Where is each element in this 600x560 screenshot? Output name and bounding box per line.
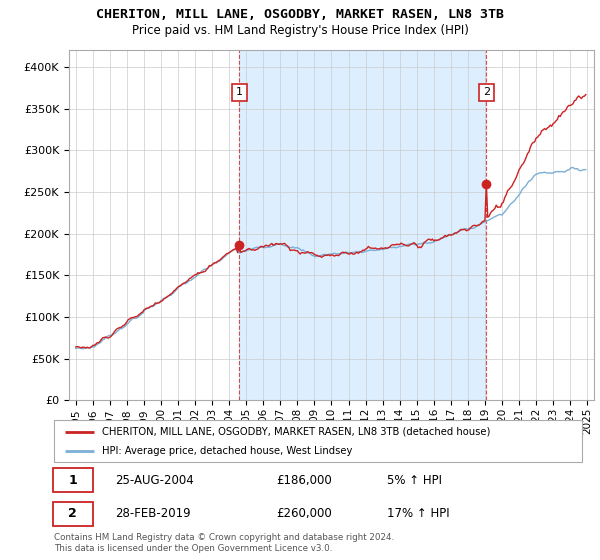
Text: 1: 1 bbox=[68, 474, 77, 487]
Text: 2: 2 bbox=[483, 87, 490, 97]
Text: Price paid vs. HM Land Registry's House Price Index (HPI): Price paid vs. HM Land Registry's House … bbox=[131, 24, 469, 36]
Text: 1: 1 bbox=[236, 87, 242, 97]
Text: 2: 2 bbox=[68, 507, 77, 520]
Text: £186,000: £186,000 bbox=[276, 474, 332, 487]
Text: 25-AUG-2004: 25-AUG-2004 bbox=[115, 474, 193, 487]
Text: £260,000: £260,000 bbox=[276, 507, 332, 520]
Text: Contains HM Land Registry data © Crown copyright and database right 2024.
This d: Contains HM Land Registry data © Crown c… bbox=[54, 533, 394, 553]
Text: 28-FEB-2019: 28-FEB-2019 bbox=[115, 507, 190, 520]
Text: HPI: Average price, detached house, West Lindsey: HPI: Average price, detached house, West… bbox=[101, 446, 352, 456]
Bar bbox=[239, 50, 486, 400]
FancyBboxPatch shape bbox=[53, 468, 92, 492]
Text: 5% ↑ HPI: 5% ↑ HPI bbox=[386, 474, 442, 487]
FancyBboxPatch shape bbox=[53, 502, 92, 526]
FancyBboxPatch shape bbox=[54, 420, 582, 462]
Text: CHERITON, MILL LANE, OSGODBY, MARKET RASEN, LN8 3TB (detached house): CHERITON, MILL LANE, OSGODBY, MARKET RAS… bbox=[101, 427, 490, 437]
Text: CHERITON, MILL LANE, OSGODBY, MARKET RASEN, LN8 3TB: CHERITON, MILL LANE, OSGODBY, MARKET RAS… bbox=[96, 8, 504, 21]
Text: 17% ↑ HPI: 17% ↑ HPI bbox=[386, 507, 449, 520]
